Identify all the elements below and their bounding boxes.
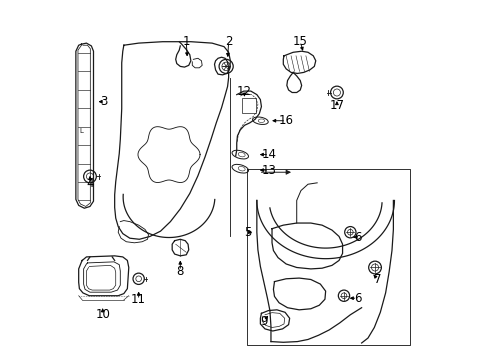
Text: 1: 1	[182, 35, 190, 48]
Text: 3: 3	[100, 95, 107, 108]
Text: L: L	[80, 127, 83, 134]
Text: 6: 6	[353, 231, 361, 244]
Text: 8: 8	[176, 265, 183, 278]
Text: 4: 4	[86, 177, 94, 190]
Text: 15: 15	[292, 35, 307, 48]
Text: 6: 6	[353, 292, 361, 305]
Text: 13: 13	[261, 164, 276, 177]
Text: 9: 9	[260, 315, 267, 328]
Text: 5: 5	[243, 226, 250, 239]
Text: 10: 10	[95, 308, 110, 321]
Text: 7: 7	[373, 273, 381, 286]
Text: 14: 14	[261, 148, 276, 161]
Text: 11: 11	[131, 293, 146, 306]
Text: 17: 17	[329, 99, 344, 112]
Text: 12: 12	[236, 85, 251, 98]
Text: 16: 16	[278, 114, 293, 127]
Text: 2: 2	[224, 35, 232, 48]
